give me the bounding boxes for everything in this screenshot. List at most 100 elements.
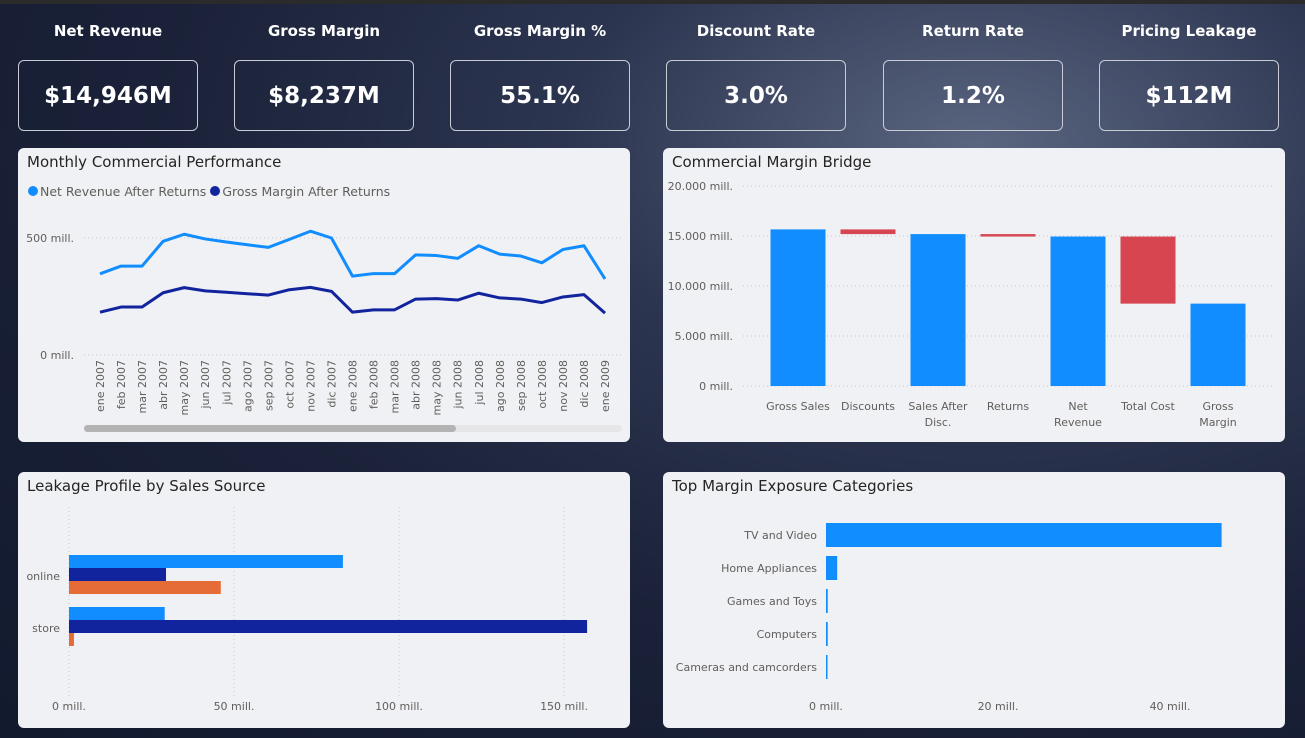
kpi-card[interactable]: 3.0%	[666, 60, 846, 131]
data-point[interactable]	[118, 263, 124, 269]
leakage-profile-panel: Leakage Profile by Sales Source 0 mill. 5…	[18, 472, 630, 728]
scrollbar-thumb[interactable]	[84, 425, 456, 432]
data-point[interactable]	[518, 296, 524, 302]
data-point[interactable]	[434, 296, 440, 302]
data-point[interactable]	[434, 253, 440, 259]
waterfall-bar[interactable]	[840, 229, 896, 235]
x-tick-label: feb 2008	[368, 360, 381, 409]
bar[interactable]	[69, 555, 343, 568]
x-tick-label: jul 2008	[473, 360, 486, 406]
bar[interactable]	[826, 622, 828, 646]
data-point[interactable]	[265, 292, 271, 298]
bar[interactable]	[69, 581, 221, 594]
x-tick-label: 50 mill.	[214, 700, 255, 713]
monthly-performance-panel: Monthly Commercial Performance Net Reven…	[18, 148, 630, 442]
data-point[interactable]	[539, 260, 545, 266]
data-point[interactable]	[476, 290, 482, 296]
data-point[interactable]	[97, 271, 103, 277]
leakage-bar-chart: 0 mill. 50 mill. 100 mill. 150 mill. online s…	[26, 507, 588, 713]
data-point[interactable]	[202, 288, 208, 294]
bar[interactable]	[826, 556, 838, 580]
data-point[interactable]	[181, 231, 187, 237]
legend-item-net-revenue[interactable]: Net Revenue After Returns	[28, 184, 206, 199]
kpi-value: $14,946M	[44, 82, 172, 109]
data-point[interactable]	[392, 307, 398, 313]
data-point[interactable]	[307, 284, 313, 290]
kpi-label: Gross Margin	[267, 22, 381, 40]
data-point[interactable]	[265, 244, 271, 250]
kpi-card[interactable]: $14,946M	[18, 60, 198, 131]
data-point[interactable]	[202, 236, 208, 242]
waterfall-bar[interactable]	[910, 234, 966, 386]
data-point[interactable]	[328, 288, 334, 294]
panel-title: Top Margin Exposure Categories	[672, 477, 914, 495]
waterfall-bar[interactable]	[1120, 236, 1176, 304]
data-point[interactable]	[581, 292, 587, 298]
data-point[interactable]	[413, 252, 419, 258]
category-label: TV and Video	[743, 529, 817, 542]
waterfall-bar[interactable]	[770, 229, 826, 386]
data-point[interactable]	[307, 228, 313, 234]
x-tick-label: 150 mill.	[540, 700, 588, 713]
data-point[interactable]	[97, 309, 103, 315]
data-point[interactable]	[160, 238, 166, 244]
data-point[interactable]	[160, 290, 166, 296]
data-point[interactable]	[223, 289, 229, 295]
bar[interactable]	[826, 589, 828, 613]
data-point[interactable]	[581, 243, 587, 249]
data-point[interactable]	[455, 255, 461, 261]
x-tick-label: dic 2008	[578, 360, 591, 408]
bar[interactable]	[826, 655, 828, 679]
x-tick-label: dic 2007	[325, 360, 338, 408]
kpi-label: Gross Margin %	[473, 22, 607, 40]
data-point[interactable]	[181, 285, 187, 291]
data-point[interactable]	[602, 310, 608, 316]
category-label: Computers	[757, 628, 818, 641]
data-point[interactable]	[560, 294, 566, 300]
bar[interactable]	[69, 620, 588, 633]
x-tick-label: Gross	[1203, 400, 1234, 413]
waterfall-bar[interactable]	[980, 234, 1036, 237]
data-point[interactable]	[602, 276, 608, 282]
waterfall-bar[interactable]	[1050, 236, 1106, 386]
data-point[interactable]	[244, 291, 250, 297]
data-point[interactable]	[286, 236, 292, 242]
data-point[interactable]	[328, 235, 334, 241]
data-point[interactable]	[118, 304, 124, 310]
data-point[interactable]	[139, 263, 145, 269]
data-point[interactable]	[455, 297, 461, 303]
data-point[interactable]	[518, 253, 524, 259]
waterfall-bar[interactable]	[1190, 303, 1246, 386]
data-point[interactable]	[560, 246, 566, 252]
data-point[interactable]	[223, 239, 229, 245]
legend-item-gross-margin[interactable]: Gross Margin After Returns	[210, 184, 390, 199]
bar[interactable]	[69, 633, 74, 646]
kpi-label: Pricing Leakage	[1121, 22, 1257, 40]
data-point[interactable]	[497, 251, 503, 257]
kpi-card[interactable]: 55.1%	[450, 60, 630, 131]
top-margin-exposure-panel: Top Margin Exposure Categories 0 mill. 20…	[663, 472, 1285, 728]
kpi-card[interactable]: $8,237M	[234, 60, 414, 131]
x-tick-label: Discounts	[841, 400, 895, 413]
data-point[interactable]	[413, 296, 419, 302]
data-point[interactable]	[244, 242, 250, 248]
data-point[interactable]	[371, 271, 377, 277]
data-point[interactable]	[392, 271, 398, 277]
data-point[interactable]	[350, 309, 356, 315]
data-point[interactable]	[139, 304, 145, 310]
line-chart: 0 mill. 500 mill. ene 2007 feb 2007 mar 2007…	[26, 228, 623, 432]
bar[interactable]	[69, 568, 167, 581]
margin-bridge-panel: Commercial Margin Bridge 0 mill. 5.000 mi…	[663, 148, 1285, 442]
data-point[interactable]	[286, 287, 292, 293]
data-point[interactable]	[476, 243, 482, 249]
category-label: store	[32, 622, 60, 635]
kpi-card[interactable]: 1.2%	[883, 60, 1063, 131]
kpi-label: Net Revenue	[53, 22, 163, 40]
data-point[interactable]	[350, 273, 356, 279]
data-point[interactable]	[539, 300, 545, 306]
bar[interactable]	[69, 607, 165, 620]
data-point[interactable]	[371, 307, 377, 313]
bar[interactable]	[826, 523, 1222, 547]
kpi-card[interactable]: $112M	[1099, 60, 1279, 131]
data-point[interactable]	[497, 295, 503, 301]
